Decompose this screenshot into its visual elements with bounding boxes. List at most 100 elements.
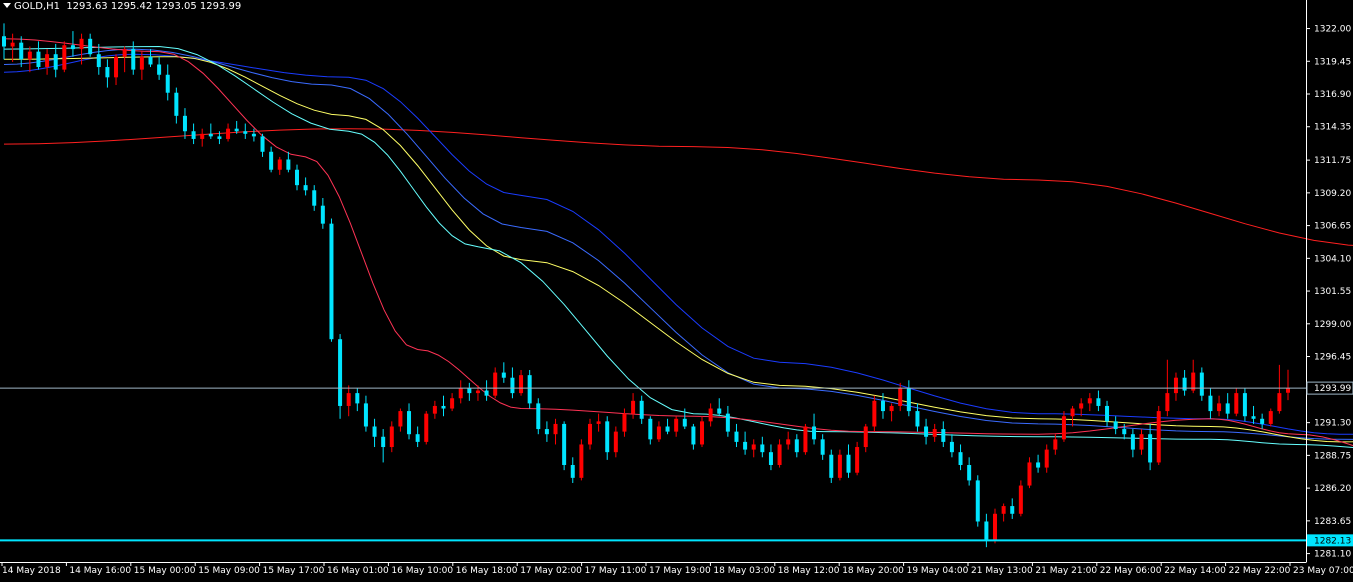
candle	[579, 439, 584, 481]
price-tick-label: 1301.55	[1314, 287, 1351, 297]
candle-body	[286, 159, 291, 170]
candle	[1191, 359, 1196, 394]
candle	[217, 131, 222, 145]
candle-body	[484, 390, 489, 396]
candle-body	[243, 131, 248, 134]
candle-body	[1234, 393, 1239, 414]
price-tick-label: 1288.75	[1314, 451, 1351, 461]
candle	[303, 177, 308, 196]
candle-body	[131, 49, 136, 70]
candle-body	[1122, 429, 1127, 435]
candle	[1182, 370, 1187, 396]
candle	[777, 439, 782, 468]
time-tick-label: 18 May 03:00	[713, 566, 775, 576]
candle-body	[1113, 421, 1118, 430]
candle	[708, 403, 713, 427]
price-tick-label: 1296.45	[1314, 353, 1351, 363]
candle	[398, 408, 403, 432]
candle	[872, 395, 877, 432]
candle	[803, 423, 808, 455]
candle	[27, 46, 32, 73]
candle-body	[407, 411, 412, 435]
candle-body	[932, 429, 937, 437]
candle	[1251, 405, 1256, 424]
candle-body	[1156, 411, 1161, 463]
candle-body	[2, 36, 6, 47]
price-tick-label: 1306.65	[1314, 222, 1351, 232]
candle-body	[372, 426, 377, 437]
time-tick-label: 16 May 10:00	[391, 566, 453, 576]
time-tick-label: 23 May 07:00	[1293, 566, 1353, 576]
candle	[734, 423, 739, 448]
candle-body	[794, 439, 799, 453]
candle	[656, 421, 661, 442]
candle-body	[631, 400, 636, 414]
candle-body	[19, 42, 24, 60]
support-price-label: 1282.13	[1314, 536, 1351, 546]
candle	[544, 421, 549, 442]
moving-average-lines	[3, 38, 1353, 449]
candle-body	[1173, 377, 1178, 394]
candle-body	[941, 429, 946, 442]
chart-header: GOLD,H1 1293.63 1295.42 1293.05 1293.99	[3, 1, 241, 12]
candle-body	[432, 405, 437, 414]
candle-body	[829, 454, 834, 478]
current-price-tag	[1306, 381, 1353, 395]
candle	[1199, 367, 1204, 401]
candle-body	[312, 190, 317, 206]
candle-body	[1087, 398, 1092, 404]
candle-body	[949, 441, 954, 453]
candle-body	[880, 400, 885, 412]
candle-body	[846, 454, 851, 473]
candle-body	[174, 92, 179, 116]
candle	[389, 421, 394, 453]
candle-body	[182, 115, 187, 132]
candle-body	[450, 398, 455, 409]
candle-body	[329, 223, 334, 340]
candle-body	[1001, 506, 1006, 514]
candle-body	[1182, 377, 1187, 391]
candle-body	[519, 375, 524, 394]
candle	[837, 449, 842, 481]
candle-body	[398, 411, 403, 427]
collapse-triangle-icon[interactable]	[3, 3, 11, 8]
candle	[493, 367, 498, 399]
candle	[993, 508, 998, 544]
candle-body	[1191, 372, 1196, 391]
ma-line-cyan	[3, 45, 1353, 449]
candle-body	[777, 444, 782, 466]
time-tick-label: 14 May 2018	[2, 566, 61, 576]
candle	[277, 156, 282, 175]
candle	[820, 434, 825, 460]
candle	[269, 146, 274, 173]
candle-body	[122, 49, 127, 57]
candle	[234, 120, 239, 134]
candle-body	[553, 423, 558, 435]
candle-body	[424, 413, 429, 442]
candle-body	[786, 439, 791, 445]
candle	[553, 418, 558, 445]
candle	[639, 395, 644, 424]
candle-body	[700, 421, 705, 445]
candle	[79, 33, 84, 65]
candle-body	[1018, 485, 1023, 514]
candle-body	[665, 426, 670, 432]
candle-body	[1225, 403, 1230, 414]
support-price-tag	[1307, 534, 1353, 547]
candle-body	[536, 403, 541, 430]
time-tick-label: 15 May 17:00	[263, 566, 325, 576]
candle-body	[1208, 395, 1213, 412]
candle-body	[725, 413, 730, 432]
candle	[570, 457, 575, 483]
candle	[114, 54, 119, 86]
candle-body	[708, 408, 713, 422]
price-tick-label: 1286.20	[1314, 484, 1351, 494]
candle-body	[191, 131, 196, 139]
candle-body	[889, 405, 894, 412]
candle	[182, 108, 187, 139]
candle-body	[674, 418, 679, 432]
candle	[674, 416, 679, 437]
candle	[587, 418, 592, 450]
